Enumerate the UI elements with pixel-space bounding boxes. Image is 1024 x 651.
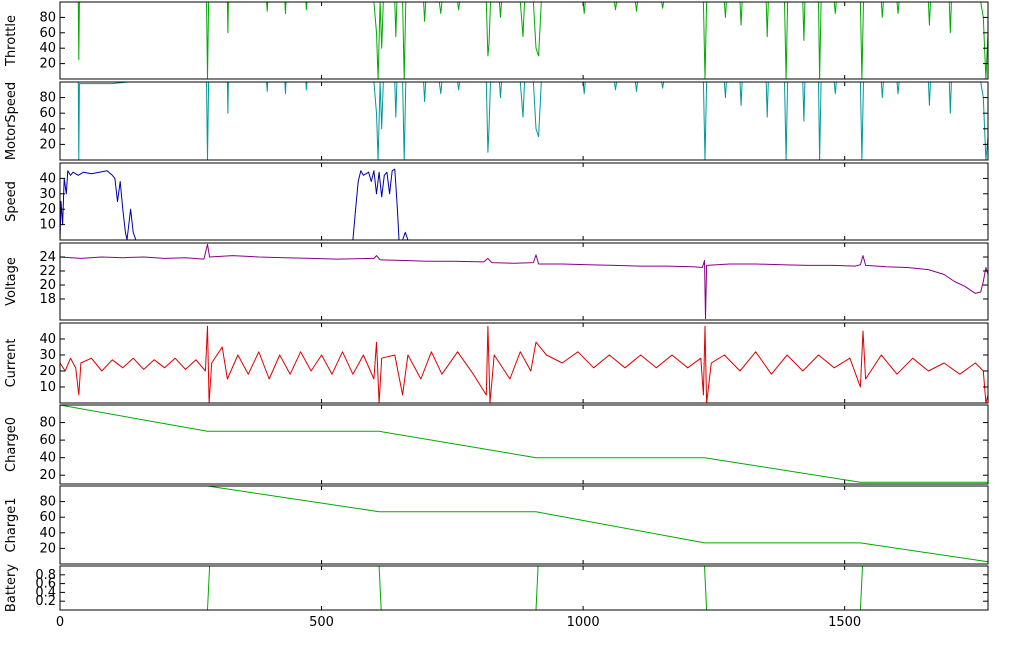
motor_speed-axes-frame — [59, 81, 989, 161]
charge1-ytick-label: 60 — [39, 510, 56, 525]
current-ytick-label: 30 — [39, 348, 56, 363]
voltage-ytick-label: 18 — [39, 292, 56, 307]
current-ytick-label: 20 — [39, 364, 56, 379]
battery-ytick-label: 0.8 — [35, 568, 56, 583]
motor_speed-ytick-label: 20 — [39, 137, 56, 152]
motor_speed-series-line — [60, 81, 989, 161]
xtick-label: 0 — [56, 615, 64, 630]
speed-ytick-label: 40 — [39, 171, 56, 186]
charge0-ylabel: Charge0 — [4, 417, 19, 472]
voltage-axes-frame — [59, 242, 989, 321]
charge0-ytick-label: 40 — [39, 451, 56, 466]
current-axes-frame — [59, 322, 989, 404]
charge0-ytick-label: 20 — [39, 468, 56, 483]
xtick-label: 1000 — [567, 615, 600, 630]
charge0-series-line — [59, 404, 988, 483]
speed-ylabel: Speed — [4, 181, 19, 222]
battery-ytick-label: 0.4 — [35, 585, 56, 600]
motor_speed-ytick-label: 60 — [39, 106, 56, 121]
voltage-ylabel: Voltage — [4, 257, 19, 306]
throttle-ytick-label: 80 — [39, 10, 56, 25]
throttle-ytick-label: 20 — [39, 57, 56, 72]
speed-ytick-label: 30 — [39, 187, 56, 202]
throttle-ytick-label: 40 — [39, 41, 56, 56]
speed-axes-frame — [59, 162, 989, 241]
xtick-label: 500 — [309, 615, 334, 630]
motor_speed-ytick-label: 80 — [39, 91, 56, 106]
battery-ylabel: Battery — [4, 564, 19, 612]
battery-ytick-label: 0.6 — [35, 577, 56, 592]
throttle-ylabel: Throttle — [4, 15, 19, 67]
battery-ytick-label: 0.2 — [35, 594, 56, 609]
current-series-line — [59, 325, 989, 404]
speed-ytick-label: 10 — [39, 218, 56, 233]
motor_speed-ylabel: MotorSpeed — [4, 82, 19, 160]
throttle-series-line — [60, 1, 989, 80]
charge1-series-line — [60, 485, 989, 563]
panel-battery: 0.20.40.60.8 Battery — [4, 564, 989, 612]
motor_speed-ytick-label: 40 — [39, 122, 56, 137]
throttle-ytick-label: 60 — [39, 26, 56, 41]
voltage-series-line — [59, 243, 989, 320]
charge0-axes-frame — [59, 404, 989, 485]
xtick-label: 1500 — [828, 615, 861, 630]
current-ytick-label: 10 — [39, 380, 56, 395]
voltage-ytick-label: 22 — [39, 264, 56, 279]
panel-charge0: 20 40 60 80 Charge0 — [4, 404, 989, 485]
voltage-ytick-label: 24 — [39, 250, 56, 265]
x-axis: 0 500 1000 1500 — [56, 615, 861, 630]
charge1-ytick-label: 40 — [39, 526, 56, 541]
battery-axes-frame — [59, 565, 989, 611]
current-ylabel: Current — [4, 339, 19, 388]
charge1-ytick-label: 80 — [39, 495, 56, 510]
charge0-ytick-label: 60 — [39, 433, 56, 448]
charge1-axes-frame — [59, 485, 989, 565]
speed-series-line — [59, 168, 988, 241]
speed-ytick-label: 20 — [39, 202, 56, 217]
battery-series-line — [60, 565, 988, 611]
current-ytick-label: 40 — [39, 332, 56, 347]
charge0-ytick-label: 80 — [39, 416, 56, 431]
throttle-axes-frame — [59, 1, 989, 80]
voltage-ytick-label: 20 — [39, 278, 56, 293]
charge1-ytick-label: 20 — [39, 541, 56, 556]
chart-panels: 20406080Throttle20406080MotorSpeed102030… — [4, 1, 989, 612]
charge1-ylabel: Charge1 — [4, 498, 19, 553]
